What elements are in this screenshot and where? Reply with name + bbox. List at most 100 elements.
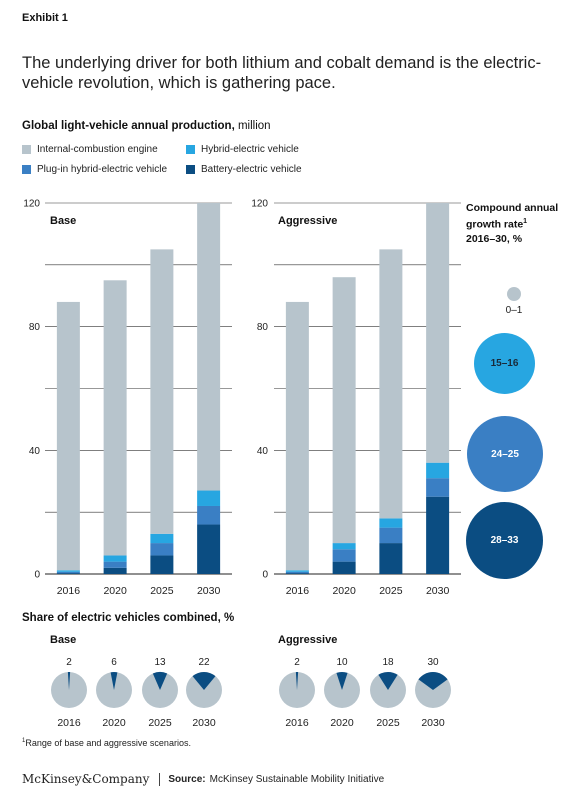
bar-aggressive-2016-internal-combustion-engine <box>285 301 309 571</box>
chart-title: Global light-vehicle annual production, … <box>22 120 271 132</box>
y-tick-aggressive-80: 80 <box>257 322 269 333</box>
cagr-title-line2: growth rate <box>466 218 524 231</box>
bar-aggressive-2016-plug-in-hybrid-electric-vehicle <box>285 571 309 574</box>
pie-value-base-2016: 2 <box>66 657 72 668</box>
footnote-text: Range of base and aggressive scenarios. <box>25 738 191 748</box>
pie-aggressive-2025-ev-slice <box>378 672 398 690</box>
x-tick-aggressive-2016: 2016 <box>286 585 310 597</box>
bar-aggressive-2025-battery-electric-vehicle <box>379 543 403 574</box>
chart-title-text: Global light-vehicle annual production, <box>22 120 235 132</box>
pie-value-aggressive-2020: 10 <box>336 657 348 668</box>
pie-base-2025-ev-slice <box>152 672 168 690</box>
legend-swatch-hybrid <box>186 145 195 154</box>
y-tick-base-40: 40 <box>29 446 41 457</box>
exhibit-label: Exhibit 1 <box>22 12 68 24</box>
x-tick-aggressive-2030: 2030 <box>426 585 450 597</box>
bar-base-2030-hybrid-electric-vehicle <box>197 490 221 506</box>
bar-aggressive-2020-hybrid-electric-vehicle <box>332 543 356 550</box>
bar-base-2025-internal-combustion-engine <box>150 249 174 534</box>
cagr-bubble-phev: 24–25 <box>467 416 543 492</box>
bar-base-2020-plug-in-hybrid-electric-vehicle <box>103 561 127 568</box>
footer-separator <box>159 772 161 786</box>
cagr-bubble-phev-label: 24–25 <box>491 448 519 460</box>
bar-base-2030-internal-combustion-engine <box>197 203 221 491</box>
y-tick-base-120: 120 <box>23 199 40 210</box>
legend-item-bev: Battery-electric vehicle <box>186 164 302 175</box>
bar-aggressive-2025-internal-combustion-engine <box>379 249 403 519</box>
cagr-title-sup: 1 <box>523 218 528 225</box>
pie-aggressive-2016-ev-slice <box>295 672 299 690</box>
x-tick-base-2020: 2020 <box>103 585 127 597</box>
pie-base-2016-ev-slice <box>67 672 71 690</box>
bar-base-2025-battery-electric-vehicle <box>150 555 174 574</box>
share-title: Share of electric vehicles combined, % <box>22 612 235 624</box>
pie-value-aggressive-2016: 2 <box>294 657 300 668</box>
bar-base-2025-hybrid-electric-vehicle <box>150 533 174 544</box>
source-text: McKinsey Sustainable Mobility Initiative <box>209 773 385 785</box>
x-tick-base-2025: 2025 <box>150 585 174 597</box>
bar-base-2030-plug-in-hybrid-electric-vehicle <box>197 505 221 525</box>
cagr-title: Compound annual growth rate1 2016–30, % <box>466 201 576 246</box>
bar-base-2016-hybrid-electric-vehicle <box>56 570 80 572</box>
bar-base-2020-internal-combustion-engine <box>103 280 127 556</box>
footnote: 1Range of base and aggressive scenarios. <box>22 738 191 748</box>
pie-year-aggressive-2016: 2016 <box>285 717 309 729</box>
y-tick-aggressive-40: 40 <box>257 446 269 457</box>
cagr-bubble-bev-label: 28–33 <box>490 535 519 546</box>
chart-title-unit: million <box>237 120 271 132</box>
pie-value-base-2020: 6 <box>111 657 117 668</box>
footnote-sup: 1 <box>22 738 26 744</box>
cagr-title-line3: 2016–30, % <box>466 232 523 245</box>
headline: The underlying driver for both lithium a… <box>22 54 542 92</box>
cagr-bubble-ice-label: 0–1 <box>505 305 523 316</box>
x-tick-base-2030: 2030 <box>197 585 221 597</box>
pie-base-2020-ev-slice <box>110 672 118 690</box>
legend-item-hybrid: Hybrid-electric vehicle <box>186 144 299 155</box>
pie-value-aggressive-2025: 18 <box>382 657 394 668</box>
cagr-title-line1: Compound annual <box>466 202 559 214</box>
bar-aggressive-2025-hybrid-electric-vehicle <box>379 518 403 528</box>
y-tick-aggressive-120: 120 <box>251 199 268 210</box>
x-tick-aggressive-2020: 2020 <box>332 585 356 597</box>
bar-aggressive-2030-internal-combustion-engine <box>426 203 450 463</box>
pie-charts: 2 2016 6 2020 13 2025 22 2030 2 2016 10 2020 18 2025 3… <box>51 657 451 729</box>
bar-aggressive-2020-plug-in-hybrid-electric-vehicle <box>332 549 356 562</box>
bar-base-2020-hybrid-electric-vehicle <box>103 555 127 562</box>
y-tick-base-80: 80 <box>29 322 41 333</box>
pie-value-aggressive-2030: 30 <box>427 657 439 668</box>
legend-label-phev: Plug-in hybrid-electric vehicle <box>37 164 168 175</box>
legend-swatch-ice <box>22 145 31 154</box>
legend-item-phev: Plug-in hybrid-electric vehicle <box>22 164 167 175</box>
bar-aggressive-2030-plug-in-hybrid-electric-vehicle <box>426 478 450 497</box>
pie-year-base-2016: 2016 <box>57 717 81 729</box>
x-tick-aggressive-2025: 2025 <box>379 585 403 597</box>
bar-aggressive-2020-battery-electric-vehicle <box>332 561 356 574</box>
x-tick-base-2016: 2016 <box>57 585 81 597</box>
pie-panel-label-base: Base <box>50 634 77 646</box>
bar-aggressive-2030-battery-electric-vehicle <box>426 496 450 574</box>
pie-year-aggressive-2030: 2030 <box>421 717 445 729</box>
pie-year-base-2030: 2030 <box>192 717 216 729</box>
pie-panel-label-aggressive: Aggressive <box>278 634 338 646</box>
pie-aggressive-2020-ev-slice <box>336 672 348 690</box>
cagr-bubble-hybrid-label: 15–16 <box>490 358 519 369</box>
legend-label-ice: Internal-combustion engine <box>37 144 158 155</box>
bar-base-2016-plug-in-hybrid-electric-vehicle <box>56 571 80 574</box>
bar-aggressive-2030-hybrid-electric-vehicle <box>426 462 450 479</box>
cagr-bubble-bev: 28–33 <box>466 502 543 579</box>
legend-label-hybrid: Hybrid-electric vehicle <box>201 144 299 155</box>
bar-base-2025-plug-in-hybrid-electric-vehicle <box>150 543 174 556</box>
cagr-bubble-ice <box>507 287 521 301</box>
bar-aggressive-2016-battery-electric-vehicle <box>285 573 309 574</box>
cagr-bubble-hybrid: 15–16 <box>474 333 535 394</box>
panel-label-aggressive: Aggressive <box>278 215 338 227</box>
pie-year-base-2020: 2020 <box>102 717 126 729</box>
legend-item-ice: Internal-combustion engine <box>22 144 158 155</box>
pie-base-2030-ev-slice <box>192 672 216 690</box>
bar-base-2016-internal-combustion-engine <box>56 301 80 571</box>
mckinsey-logo: McKinsey&Company <box>22 772 150 786</box>
legend-swatch-bev <box>186 165 195 174</box>
bar-aggressive-2016-hybrid-electric-vehicle <box>285 570 309 572</box>
bar-base-2030-battery-electric-vehicle <box>197 524 221 574</box>
bar-aggressive-2020-internal-combustion-engine <box>332 277 356 544</box>
